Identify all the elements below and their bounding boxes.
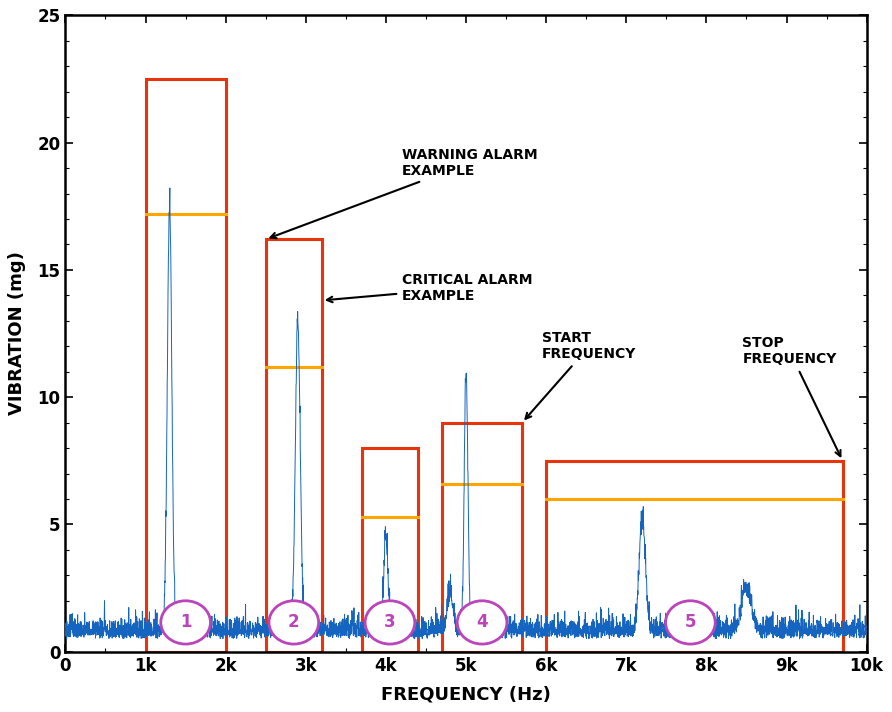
Text: 1: 1 — [180, 614, 192, 632]
Ellipse shape — [365, 601, 415, 644]
Bar — [266, 239, 322, 651]
Bar — [546, 461, 843, 651]
Text: WARNING ALARM
EXAMPLE: WARNING ALARM EXAMPLE — [270, 148, 538, 239]
Ellipse shape — [161, 601, 211, 644]
Text: STOP
FREQUENCY: STOP FREQUENCY — [742, 336, 840, 456]
Ellipse shape — [269, 601, 318, 644]
Text: 3: 3 — [384, 614, 396, 632]
Text: CRITICAL ALARM
EXAMPLE: CRITICAL ALARM EXAMPLE — [326, 273, 533, 303]
Bar — [442, 423, 522, 651]
Ellipse shape — [458, 601, 507, 644]
Bar — [145, 79, 226, 651]
Text: 4: 4 — [476, 614, 488, 632]
Y-axis label: VIBRATION (mg): VIBRATION (mg) — [8, 251, 27, 415]
Bar — [362, 448, 418, 651]
Text: 5: 5 — [685, 614, 696, 632]
Text: 2: 2 — [288, 614, 300, 632]
X-axis label: FREQUENCY (Hz): FREQUENCY (Hz) — [381, 686, 551, 703]
Ellipse shape — [665, 601, 715, 644]
Text: START
FREQUENCY: START FREQUENCY — [525, 331, 637, 419]
